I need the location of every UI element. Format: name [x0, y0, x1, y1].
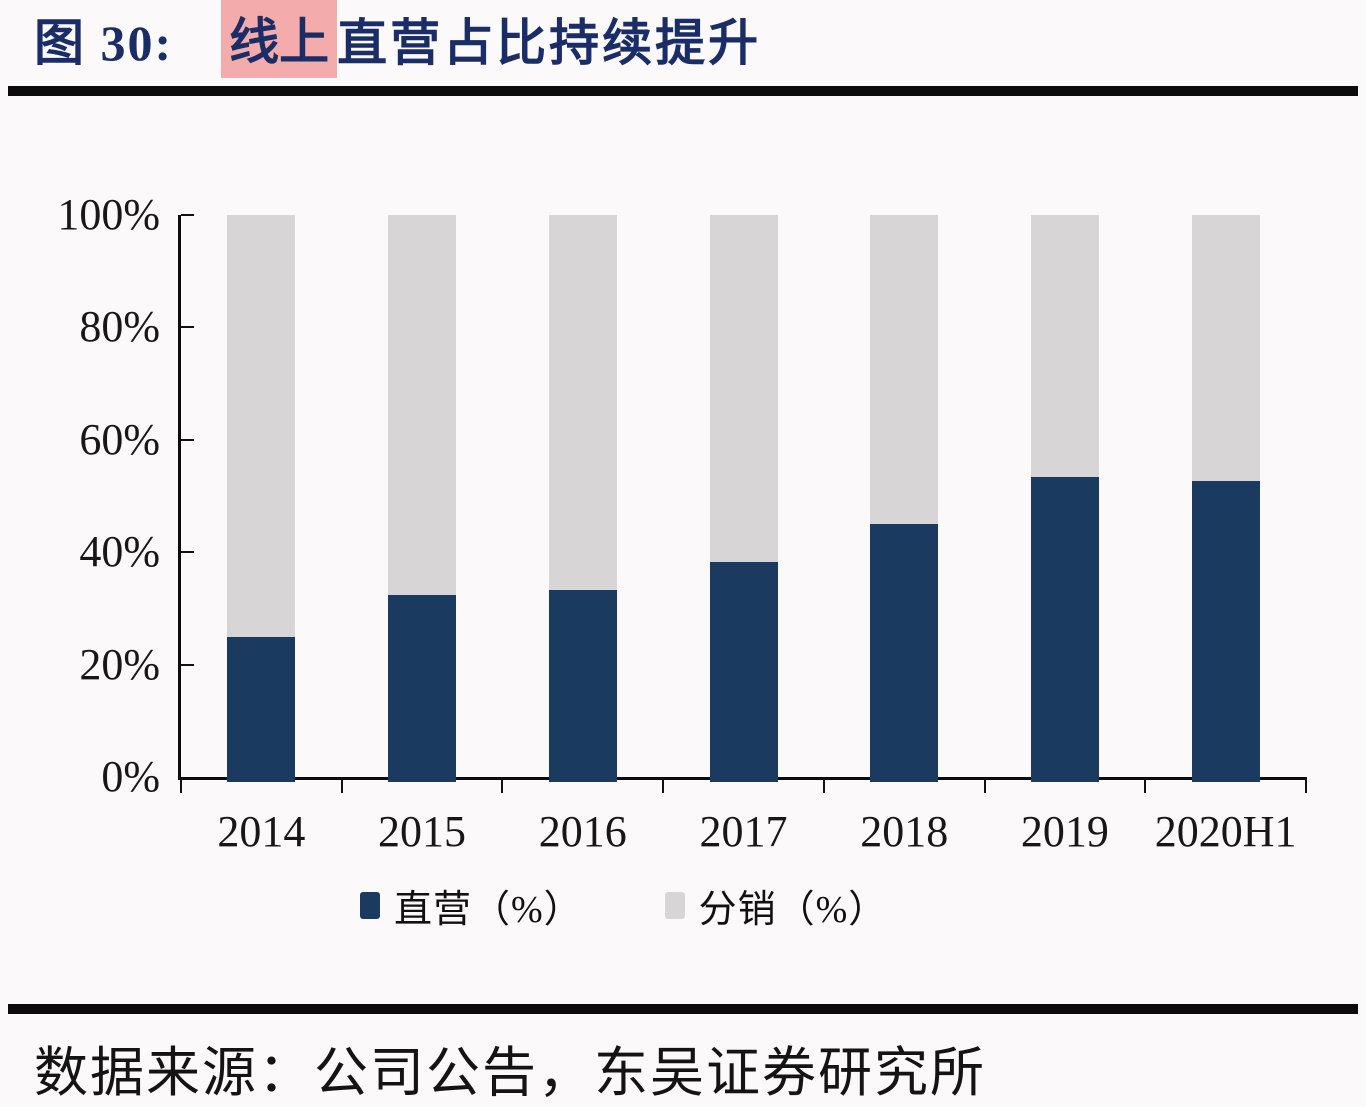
- x-axis-tick: [662, 777, 665, 793]
- y-axis-label-20: 20%: [79, 639, 160, 689]
- figure-title: 图 30: 线上 直营占比持续提升: [34, 0, 762, 78]
- legend-item-distribution: 分销（%）: [664, 878, 888, 933]
- segment-distribution-2014: [227, 215, 296, 637]
- x-axis-tick: [983, 777, 986, 793]
- x-axis-tick: [501, 777, 504, 793]
- y-axis-label-40: 40%: [79, 527, 160, 577]
- footer-divider-line: [8, 1004, 1358, 1014]
- segment-distribution-2018: [870, 215, 939, 524]
- segment-distribution-2017: [709, 215, 778, 563]
- y-axis-tick: [181, 326, 194, 329]
- bar-2018: [870, 215, 939, 782]
- x-axis-label-2018: 2018: [860, 807, 949, 856]
- x-axis-label-2016: 2016: [538, 807, 627, 856]
- legend-item-direct: 直营（%）: [360, 878, 583, 933]
- segment-direct-2018: [870, 523, 939, 782]
- segment-direct-2016: [548, 589, 617, 782]
- y-axis-label-80: 80%: [79, 302, 160, 352]
- segment-distribution-2020H1: [1191, 215, 1260, 481]
- figure-number: 图 30:: [34, 15, 174, 71]
- x-axis-tick: [340, 777, 343, 793]
- bar-2014: [227, 215, 296, 782]
- title-highlighted-text: 线上: [221, 0, 338, 78]
- x-axis-tick: [180, 777, 182, 793]
- bar-2019: [1030, 215, 1099, 782]
- x-axis-label-2019: 2019: [1020, 807, 1109, 856]
- stacked-bar-chart: 2014 2015 2016 2017 2018 2019 2020H1: [178, 214, 1307, 856]
- bar-2020H1: [1191, 215, 1260, 782]
- legend-label-direct: 直营（%）: [394, 888, 583, 931]
- segment-distribution-2015: [388, 215, 457, 596]
- x-axis-label-2015: 2015: [378, 807, 467, 856]
- y-axis-tick: [181, 438, 194, 441]
- x-axis-label-2017: 2017: [699, 807, 788, 856]
- data-source-text: 数据来源：公司公告，东吴证券研究所: [34, 1043, 986, 1103]
- segment-direct-2019: [1030, 476, 1099, 782]
- bar-2015: [388, 215, 457, 782]
- y-axis-tick: [181, 214, 194, 216]
- x-axis-label-2014: 2014: [217, 807, 306, 856]
- x-axis-label-2020H1: 2020H1: [1154, 807, 1297, 856]
- legend-label-distribution: 分销（%）: [698, 888, 888, 931]
- segment-direct-2014: [227, 636, 296, 782]
- bar-2017: [709, 215, 778, 782]
- segment-distribution-2019: [1030, 215, 1099, 477]
- title-text: 直营占比持续提升: [337, 15, 762, 71]
- segment-direct-2020H1: [1191, 480, 1260, 782]
- legend-swatch-direct: [360, 891, 380, 919]
- legend-swatch-distribution: [664, 891, 685, 919]
- segment-distribution-2016: [548, 215, 617, 590]
- y-axis-label-60: 60%: [79, 414, 160, 464]
- title-divider-line: [8, 86, 1358, 96]
- y-axis-tick: [181, 663, 194, 666]
- y-axis-tick: [181, 551, 194, 554]
- bar-2016: [548, 215, 617, 782]
- x-axis-tick: [1144, 777, 1147, 793]
- x-axis-tick: [1305, 777, 1307, 793]
- chart-legend: 直营（%） 分销（%）: [360, 878, 887, 932]
- y-axis-label-0: 0%: [101, 752, 160, 801]
- segment-direct-2015: [388, 595, 457, 782]
- y-axis-label-100: 100%: [57, 190, 160, 239]
- segment-direct-2017: [709, 562, 778, 782]
- x-axis-tick: [822, 777, 825, 793]
